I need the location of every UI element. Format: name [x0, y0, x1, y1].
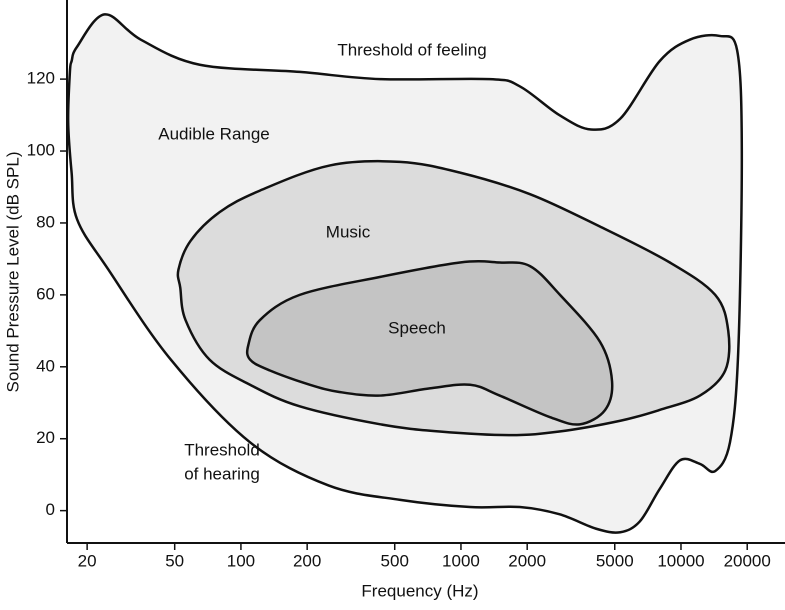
x-tick-label: 500 — [381, 551, 409, 570]
x-tick-label: 2000 — [508, 551, 546, 570]
x-tick-label: 20000 — [724, 551, 771, 570]
y-tick-label: 120 — [27, 69, 55, 88]
y-tick-label: 60 — [36, 284, 55, 303]
region — [245, 260, 614, 426]
y-axis-label: Sound Pressure Level (dB SPL) — [3, 152, 22, 393]
y-tick-label: 40 — [36, 356, 55, 375]
x-tick-label: 10000 — [657, 551, 704, 570]
y-tick-label: 100 — [27, 141, 55, 160]
y-tick-label: 80 — [36, 212, 55, 231]
x-tick-label: 200 — [293, 551, 321, 570]
annotation: of hearing — [184, 464, 260, 483]
y-tick-label: 20 — [36, 428, 55, 447]
region-label: Audible Range — [158, 124, 270, 143]
y-tick-label: 0 — [46, 500, 55, 519]
region-label: Music — [326, 222, 371, 241]
annotation: Threshold of feeling — [337, 40, 486, 59]
x-tick-label: 5000 — [596, 551, 634, 570]
region-label: Speech — [388, 318, 446, 337]
x-tick-label: 20 — [78, 551, 97, 570]
x-tick-label: 1000 — [442, 551, 480, 570]
x-axis-label: Frequency (Hz) — [361, 581, 478, 600]
annotation: Threshold — [184, 440, 260, 459]
x-tick-label: 50 — [165, 551, 184, 570]
x-tick-label: 100 — [227, 551, 255, 570]
